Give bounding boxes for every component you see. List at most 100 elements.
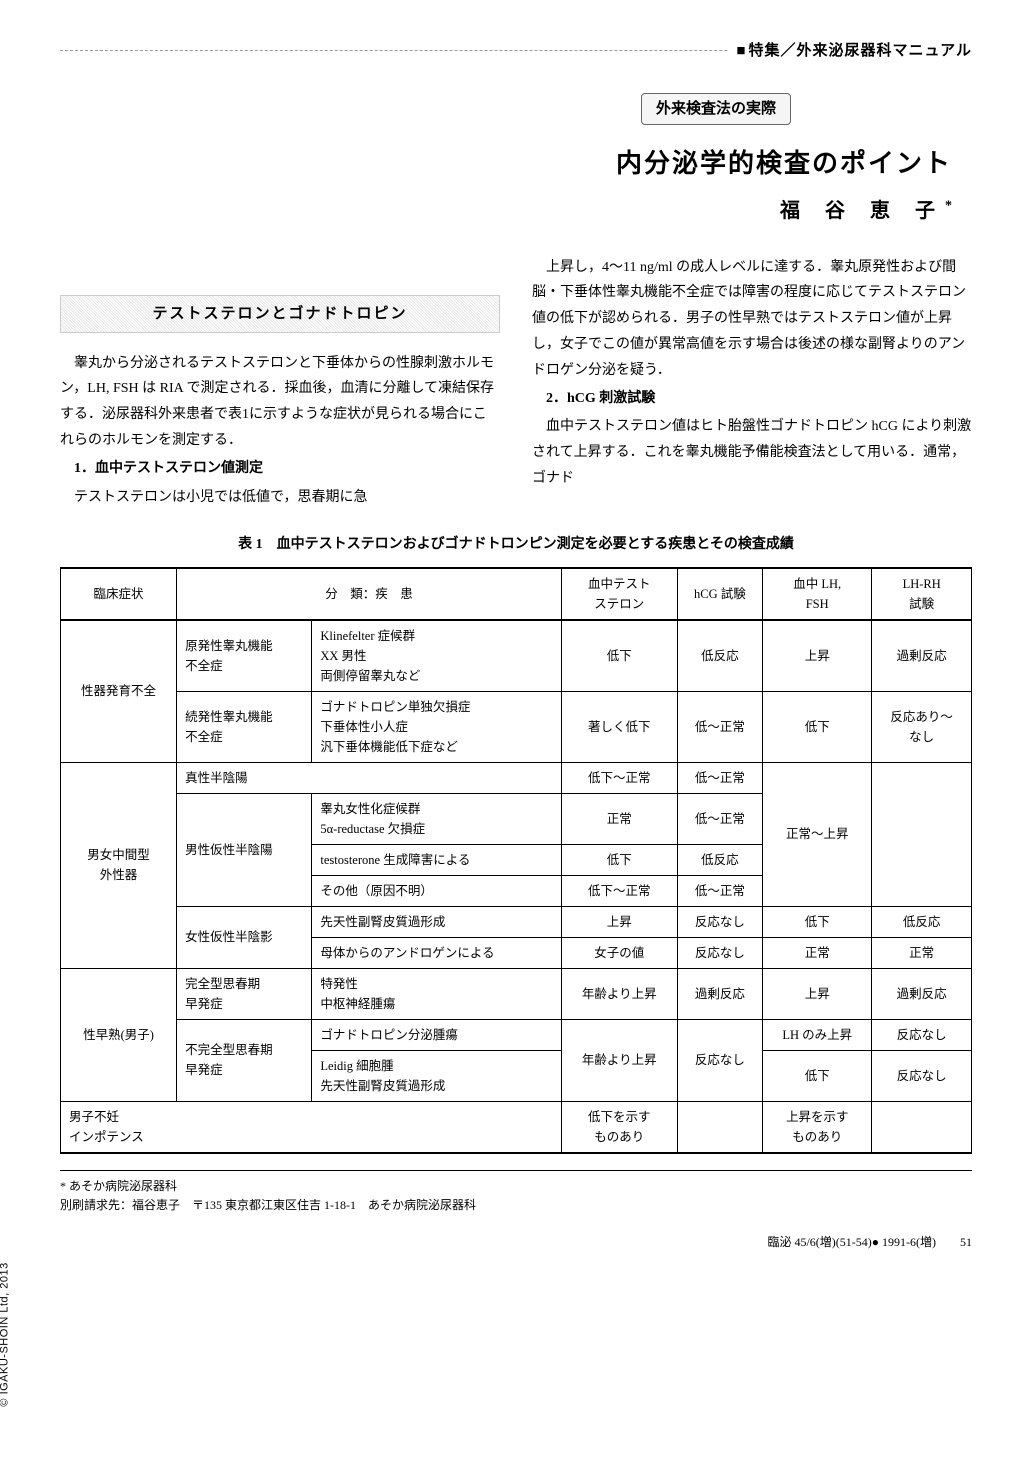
cell: 低〜正常 <box>677 793 762 844</box>
cell: 反応なし <box>872 1050 972 1101</box>
cell: 性早熟(男子) <box>61 968 177 1101</box>
col-testosterone: 血中テスト ステロン <box>561 568 677 620</box>
cell: 睾丸女性化症候群 5α-reductase 欠損症 <box>312 793 562 844</box>
cell: LH のみ上昇 <box>763 1019 872 1050</box>
footnote-line-1: * あそか病院泌尿器科 <box>60 1177 972 1196</box>
table-header-row: 臨床症状 分 類：疾 患 血中テスト ステロン hCG 試験 血中 LH, FS… <box>61 568 972 620</box>
results-table: 臨床症状 分 類：疾 患 血中テスト ステロン hCG 試験 血中 LH, FS… <box>60 567 972 1154</box>
cell: 年齢より上昇 <box>561 968 677 1019</box>
cell: 正常 <box>872 937 972 968</box>
cell: 年齢より上昇 <box>561 1019 677 1101</box>
cell: 正常 <box>763 937 872 968</box>
author: 福 谷 恵 子* <box>60 195 972 227</box>
author-mark: * <box>945 198 952 213</box>
subheading-2: 2．hCG 刺激試験 <box>532 388 972 410</box>
col-classification: 分 類：疾 患 <box>177 568 562 620</box>
cell: 低反応 <box>677 844 762 875</box>
cell: 正常〜上昇 <box>763 762 872 906</box>
cell: 男女中間型 外性器 <box>61 762 177 968</box>
cell: 女性仮性半陰影 <box>177 906 312 968</box>
cell <box>872 1101 972 1153</box>
cell: 男性仮性半陰陽 <box>177 793 312 906</box>
footnote-line-2: 別刷請求先：福谷恵子 〒135 東京都江東区住吉 1-18-1 あそか病院泌尿器… <box>60 1196 972 1215</box>
cell: 不完全型思春期 早発症 <box>177 1019 312 1101</box>
cell: 特発性 中枢神経腫瘍 <box>312 968 562 1019</box>
cell: 完全型思春期 早発症 <box>177 968 312 1019</box>
cell: 低下 <box>561 620 677 692</box>
cell: 正常 <box>561 793 677 844</box>
cell: Leidig 細胞腫 先天性副腎皮質過形成 <box>312 1050 562 1101</box>
main-title: 内分泌学的検査のポイント <box>60 143 972 185</box>
cell: 過剰反応 <box>677 968 762 1019</box>
cell: その他（原因不明） <box>312 875 562 906</box>
cell: 続発性睾丸機能 不全症 <box>177 691 312 762</box>
cell <box>872 762 972 906</box>
table-row: 不完全型思春期 早発症 ゴナドトロピン分泌腫瘍 年齢より上昇 反応なし LH の… <box>61 1019 972 1050</box>
table-row: 性早熟(男子) 完全型思春期 早発症 特発性 中枢神経腫瘍 年齢より上昇 過剰反… <box>61 968 972 1019</box>
table-row: 続発性睾丸機能 不全症 ゴナドトロピン単独欠損症 下垂体性小人症 汎下垂体機能低… <box>61 691 972 762</box>
cell: 低下 <box>763 906 872 937</box>
col-symptom: 臨床症状 <box>61 568 177 620</box>
left-para-2: テストステロンは小児では低値で，思春期に急 <box>60 485 500 511</box>
cell: 上昇 <box>763 968 872 1019</box>
cell: 低〜正常 <box>677 691 762 762</box>
cell: 上昇 <box>763 620 872 692</box>
cell: 低下〜正常 <box>561 875 677 906</box>
col-lhrh: LH-RH 試験 <box>872 568 972 620</box>
table-row: 男女中間型 外性器 真性半陰陽 低下〜正常 低〜正常 正常〜上昇 <box>61 762 972 793</box>
two-column-body: テストステロンとゴナドトロピン 睾丸から分泌されるテストステロンと下垂体からの性… <box>60 255 972 511</box>
cell: 性器発育不全 <box>61 620 177 763</box>
cell: ゴナドトロピン単独欠損症 下垂体性小人症 汎下垂体機能低下症など <box>312 691 562 762</box>
subtitle-box: 外来検査法の実際 <box>460 93 972 125</box>
cell: 母体からのアンドロゲンによる <box>312 937 562 968</box>
cell: 上昇 <box>561 906 677 937</box>
cell: 過剰反応 <box>872 620 972 692</box>
cell: 低反応 <box>677 620 762 692</box>
cell: 低下 <box>763 691 872 762</box>
cell: 上昇を示す ものあり <box>763 1101 872 1153</box>
series-label: 特集／外来泌尿器科マニュアル <box>728 39 972 63</box>
cell: 反応あり〜 なし <box>872 691 972 762</box>
cell: 先天性副腎皮質過形成 <box>312 906 562 937</box>
footnote: * あそか病院泌尿器科 別刷請求先：福谷恵子 〒135 東京都江東区住吉 1-1… <box>60 1170 972 1215</box>
section-heading: テストステロンとゴナドトロピン <box>60 295 500 333</box>
right-para-1: 上昇し，4〜11 ng/ml の成人レベルに達する．睾丸原発性および間脳・下垂体… <box>532 255 972 384</box>
author-name: 福 谷 恵 子 <box>780 200 945 222</box>
subheading-1: 1．血中テストステロン値測定 <box>60 458 500 480</box>
right-para-2: 血中テストステロン値はヒト胎盤性ゴナドトロピン hCG により刺激されて上昇する… <box>532 414 972 492</box>
table-body: 性器発育不全 原発性睾丸機能 不全症 Klinefelter 症候群 XX 男性… <box>61 620 972 1153</box>
cell: 男子不妊 インポテンス <box>61 1101 562 1153</box>
cell: 著しく低下 <box>561 691 677 762</box>
cell: 低反応 <box>872 906 972 937</box>
table-row: 男子不妊 インポテンス 低下を示す ものあり 上昇を示す ものあり <box>61 1101 972 1153</box>
cell: testosterone 生成障害による <box>312 844 562 875</box>
left-column: テストステロンとゴナドトロピン 睾丸から分泌されるテストステロンと下垂体からの性… <box>60 255 500 511</box>
cell: 低〜正常 <box>677 875 762 906</box>
col-hcg: hCG 試験 <box>677 568 762 620</box>
col-lhfsh: 血中 LH, FSH <box>763 568 872 620</box>
cell: 反応なし <box>872 1019 972 1050</box>
cell: 低〜正常 <box>677 762 762 793</box>
cell: 反応なし <box>677 906 762 937</box>
cell <box>677 1101 762 1153</box>
cell: 反応なし <box>677 1019 762 1101</box>
cell: Klinefelter 症候群 XX 男性 両側停留睾丸など <box>312 620 562 692</box>
cell: 低下〜正常 <box>561 762 677 793</box>
cell: 低下 <box>763 1050 872 1101</box>
copyright-sidebar: © IGAKU-SHOIN Ltd, 2013 <box>0 1263 14 1407</box>
table-caption: 表 1 血中テストステロンおよびゴナドトロンピン測定を必要とする疾患とその検査成… <box>60 534 972 556</box>
cell: 真性半陰陽 <box>177 762 562 793</box>
right-column: 上昇し，4〜11 ng/ml の成人レベルに達する．睾丸原発性および間脳・下垂体… <box>532 255 972 511</box>
header-rule: 特集／外来泌尿器科マニュアル <box>60 50 972 51</box>
cell: 女子の値 <box>561 937 677 968</box>
subtitle-text: 外来検査法の実際 <box>641 93 791 125</box>
cell: ゴナドトロピン分泌腫瘍 <box>312 1019 562 1050</box>
left-para-1: 睾丸から分泌されるテストステロンと下垂体からの性腺刺激ホルモン，LH, FSH … <box>60 351 500 455</box>
page-footer: 臨泌 45/6(増)(51-54)● 1991-6(増) 51 <box>60 1233 972 1252</box>
cell: 原発性睾丸機能 不全症 <box>177 620 312 692</box>
cell: 低下 <box>561 844 677 875</box>
table-row: 性器発育不全 原発性睾丸機能 不全症 Klinefelter 症候群 XX 男性… <box>61 620 972 692</box>
table-row: 女性仮性半陰影 先天性副腎皮質過形成 上昇 反応なし 低下 低反応 <box>61 906 972 937</box>
cell: 過剰反応 <box>872 968 972 1019</box>
cell: 反応なし <box>677 937 762 968</box>
